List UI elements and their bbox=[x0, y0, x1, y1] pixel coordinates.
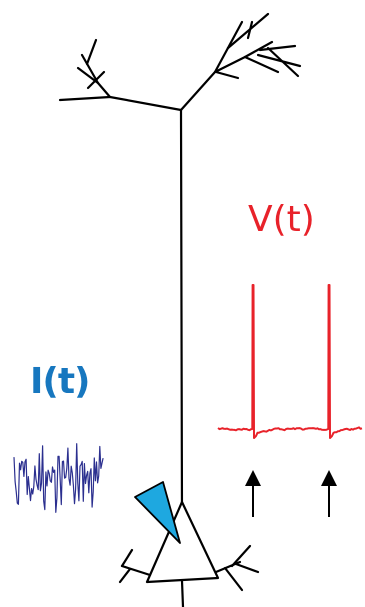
basal-dendrite-right-4 bbox=[223, 566, 244, 592]
left-twig-3 bbox=[85, 38, 98, 66]
right-twig-5 bbox=[258, 44, 297, 52]
basal-dendrite-left-3 bbox=[120, 548, 134, 568]
up-arrow-icon bbox=[321, 470, 337, 517]
apical-trunk bbox=[179, 108, 184, 522]
right-twig-7 bbox=[256, 53, 302, 68]
current-label: I(t) bbox=[30, 361, 91, 402]
left-branch bbox=[80, 53, 183, 112]
right-twig-4 bbox=[246, 20, 254, 40]
soma bbox=[145, 500, 220, 584]
basal-dendrite-right-2 bbox=[230, 544, 252, 568]
right-twig-2 bbox=[226, 12, 270, 50]
voltage-label: V(t) bbox=[248, 199, 315, 240]
axon bbox=[180, 579, 185, 607]
right-twig-3 bbox=[243, 55, 280, 74]
pyramidal-neuron-icon bbox=[118, 500, 260, 607]
current-trace bbox=[13, 443, 104, 513]
basal-dendrite-left-2 bbox=[118, 567, 132, 584]
electrode-icon bbox=[134, 481, 181, 544]
up-arrow-icon bbox=[245, 470, 261, 517]
apical-dendrite-tree bbox=[58, 12, 302, 522]
voltage-trace bbox=[217, 284, 363, 439]
spike-marker-arrows bbox=[245, 470, 337, 517]
left-twig-4 bbox=[86, 70, 106, 90]
right-twig-8 bbox=[214, 70, 240, 80]
basal-dendrite-right-3 bbox=[234, 562, 260, 574]
left-twig-1 bbox=[58, 95, 112, 102]
basal-dendrite-left-1 bbox=[120, 564, 152, 577]
right-branch bbox=[179, 40, 274, 112]
